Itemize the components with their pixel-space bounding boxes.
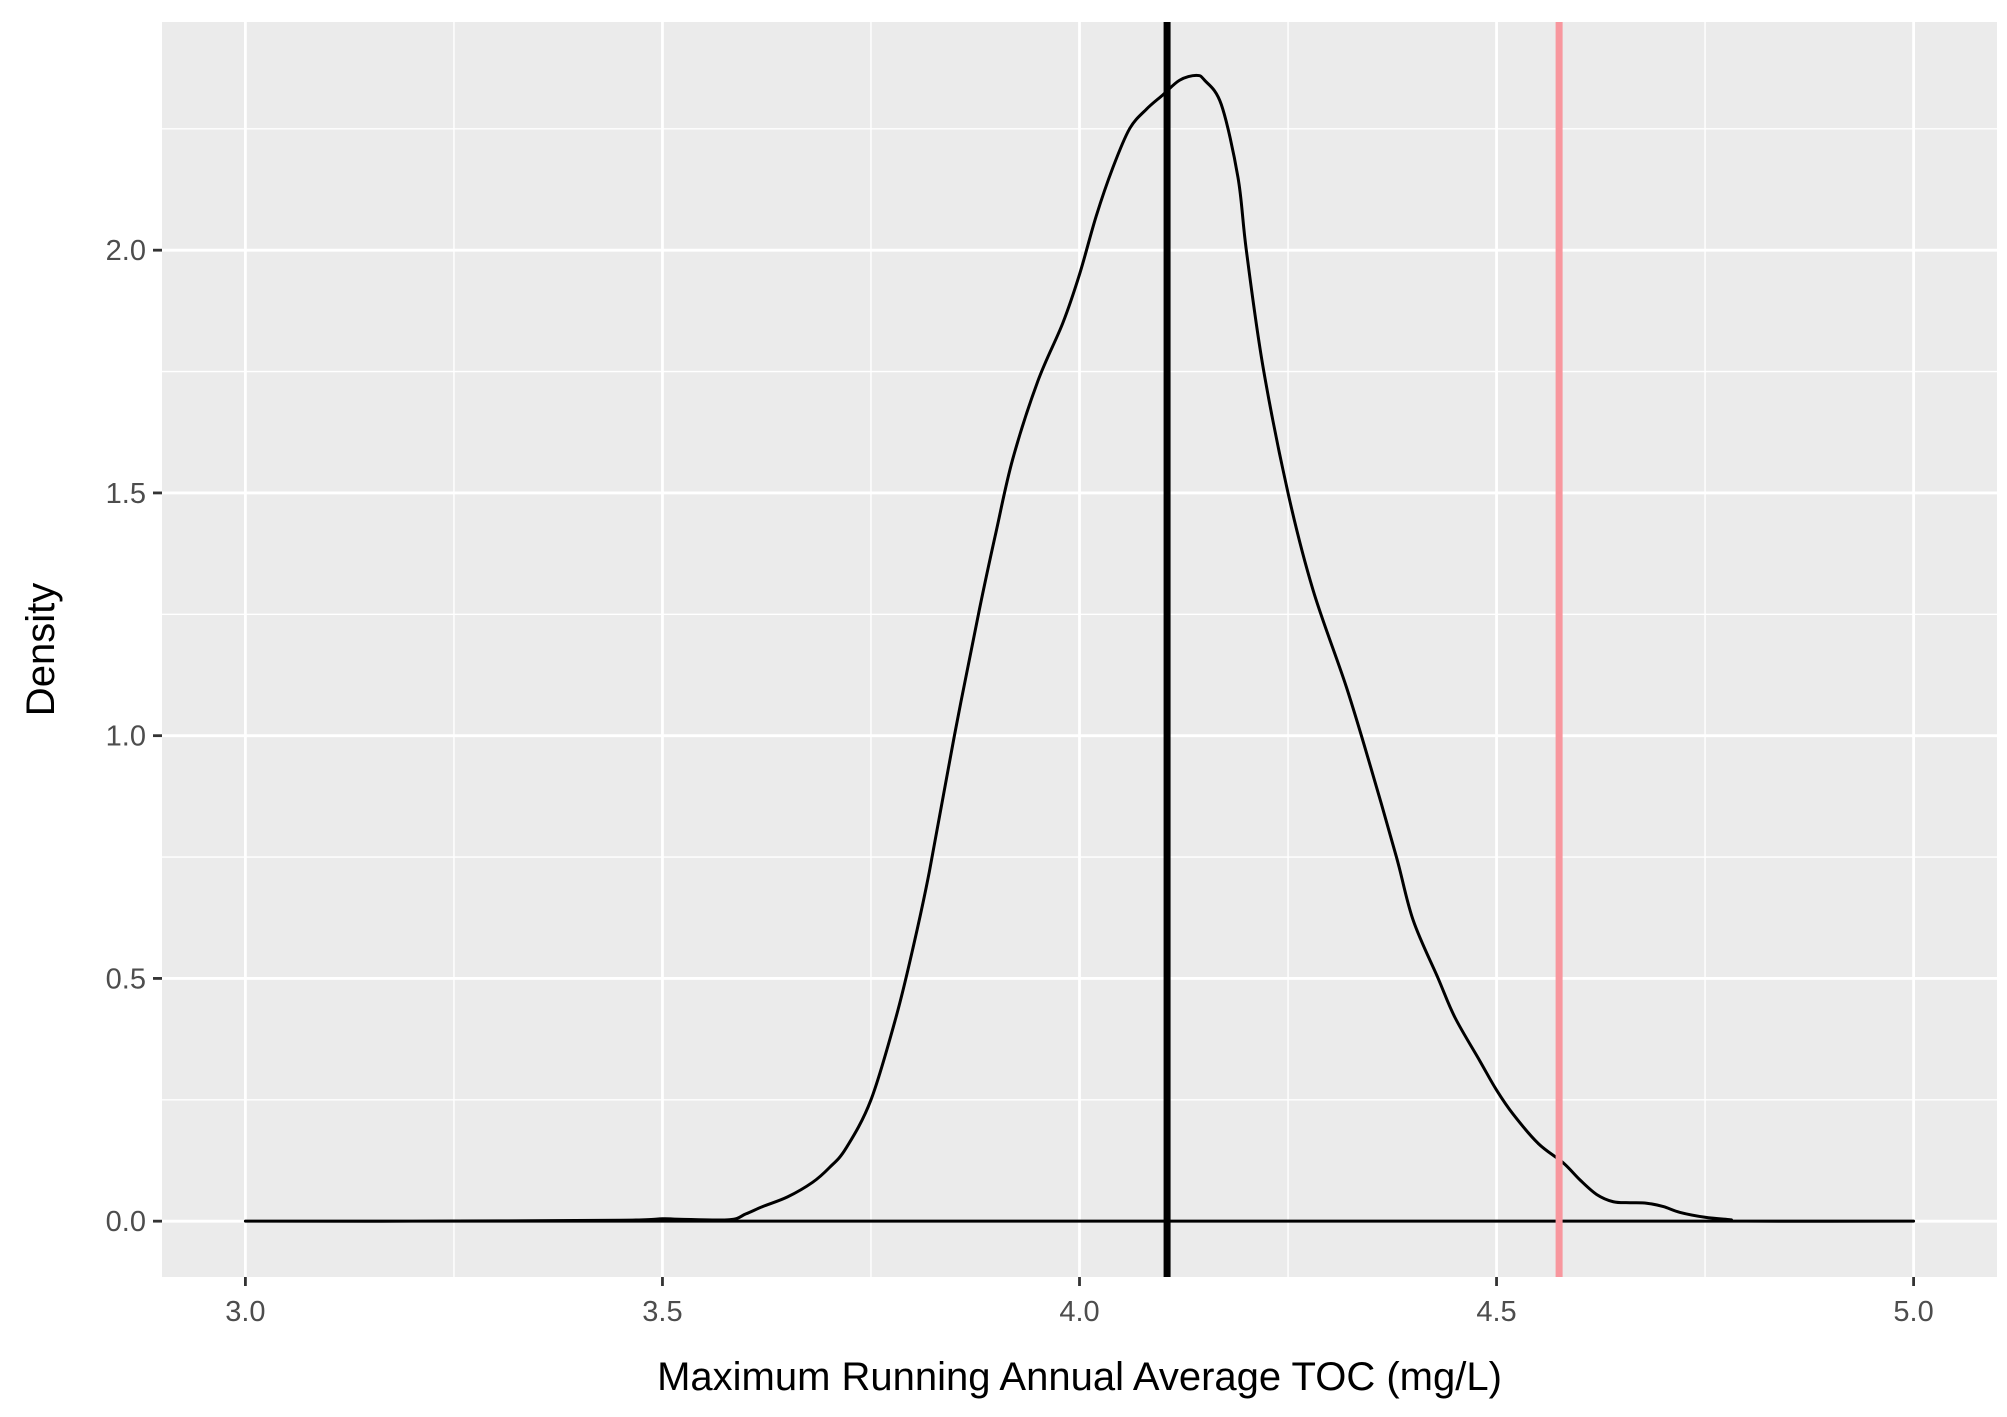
y-tick-label: 2.0 [106,235,146,267]
x-tick-label: 3.5 [642,1296,682,1328]
y-tick-label: 1.0 [106,721,146,753]
x-axis-title: Maximum Running Annual Average TOC (mg/L… [657,1355,1502,1399]
x-tick-label: 5.0 [1893,1296,1933,1328]
density-curve [243,73,1916,1223]
reference-lines [1163,22,1563,1277]
y-axis-ticks: 0.0 0.5 1.0 1.5 2.0 [106,235,162,1238]
y-tick-label: 0.0 [106,1206,146,1238]
series-layer [243,73,1916,1223]
y-axis-title: Density [19,583,63,716]
y-tick-label: 1.5 [106,478,146,510]
x-tick-label: 4.5 [1476,1296,1516,1328]
x-tick-label: 4.0 [1059,1296,1099,1328]
x-tick-label: 3.0 [225,1296,265,1328]
y-tick-label: 0.5 [106,963,146,995]
x-axis-ticks: 3.0 3.5 4.0 4.5 5.0 [225,1277,1934,1328]
